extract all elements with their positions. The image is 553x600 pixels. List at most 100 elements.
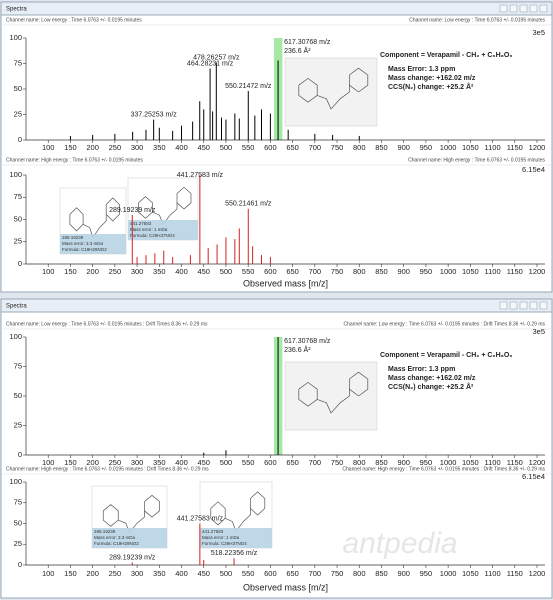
x-tick-label: 1000 bbox=[440, 267, 457, 276]
x-tick-label: 750 bbox=[331, 569, 344, 578]
x-tick-label: 1000 bbox=[440, 143, 457, 152]
x-tick-label: 250 bbox=[109, 267, 122, 276]
x-tick-label: 1000 bbox=[440, 569, 457, 578]
x-tick-label: 1050 bbox=[462, 267, 479, 276]
toolbar-button[interactable] bbox=[519, 4, 528, 13]
x-tick-label: 550 bbox=[242, 569, 255, 578]
x-axis-title: Observed mass [m/z] bbox=[243, 582, 328, 592]
scale-label: 3e5 bbox=[532, 28, 545, 37]
info-line: Mass error: 3.3 mDa bbox=[62, 241, 104, 246]
x-tick-label: 650 bbox=[286, 458, 299, 467]
peak-label: 337.25253 m/z bbox=[130, 111, 177, 118]
x-tick-label: 300 bbox=[131, 569, 144, 578]
header-left: Channel name: High energy : Time 6.0763 … bbox=[6, 466, 209, 472]
toolbar-button[interactable] bbox=[539, 301, 548, 310]
header-right: Channel name: High energy : Time 6.0763 … bbox=[342, 466, 545, 472]
structure-chain bbox=[118, 510, 145, 534]
x-tick-label: 400 bbox=[175, 458, 188, 467]
info-line: 289.19239 bbox=[94, 529, 116, 534]
window-title[interactable]: Spectra bbox=[6, 304, 27, 310]
y-tick-label: 25 bbox=[14, 109, 22, 118]
y-tick-label: 75 bbox=[14, 192, 22, 201]
x-tick-label: 950 bbox=[420, 458, 433, 467]
component-line: CCS(N₂) change: +25.2 Å² bbox=[388, 82, 474, 91]
component-line: Mass change: +162.02 m/z bbox=[388, 375, 476, 382]
x-tick-label: 150 bbox=[64, 569, 77, 578]
x-tick-label: 450 bbox=[197, 569, 210, 578]
header-left: Channel name: High energy : Time 6.0763 … bbox=[6, 157, 143, 163]
toolbar-button[interactable] bbox=[529, 4, 538, 13]
info-line: Formula: C29H37NO4 bbox=[130, 233, 175, 238]
x-tick-label: 800 bbox=[353, 569, 366, 578]
component-line: CCS(N₂) change: +25.2 Å² bbox=[388, 382, 474, 391]
info-line: 441.27583 bbox=[202, 529, 224, 534]
component-line: Mass Error: 1.3 ppm bbox=[388, 66, 455, 73]
x-tick-label: 1100 bbox=[484, 267, 500, 276]
toolbar-button[interactable] bbox=[539, 4, 548, 13]
toolbar-button[interactable] bbox=[499, 4, 508, 13]
toolbar-button[interactable] bbox=[529, 301, 538, 310]
x-tick-label: 850 bbox=[375, 458, 388, 467]
y-tick-label: 25 bbox=[14, 237, 22, 246]
x-tick-label: 100 bbox=[42, 267, 55, 276]
x-tick-label: 850 bbox=[375, 569, 388, 578]
y-tick-label: 50 bbox=[14, 391, 22, 400]
x-tick-label: 350 bbox=[153, 569, 166, 578]
peak-label: 289.19239 m/z bbox=[109, 207, 156, 214]
structure-image bbox=[284, 57, 378, 127]
info-line: Formula: C29H37NO4 bbox=[202, 541, 247, 546]
x-tick-label: 700 bbox=[309, 569, 322, 578]
toolbar-button[interactable] bbox=[509, 4, 518, 13]
x-tick-label: 250 bbox=[109, 143, 122, 152]
toolbar bbox=[0, 1, 553, 16]
x-tick-label: 800 bbox=[353, 458, 366, 467]
y-tick-label: 50 bbox=[14, 518, 22, 527]
x-tick-label: 800 bbox=[353, 143, 366, 152]
x-tick-label: 950 bbox=[420, 569, 433, 578]
toolbar-button[interactable] bbox=[509, 301, 518, 310]
toolbar-button[interactable] bbox=[499, 301, 508, 310]
x-tick-label: 950 bbox=[420, 143, 433, 152]
watermark: antpedia bbox=[342, 527, 457, 560]
y-tick-label: 0 bbox=[18, 135, 22, 144]
x-tick-label: 200 bbox=[86, 458, 99, 467]
peak-label: 550.21472 m/z bbox=[225, 83, 272, 90]
x-tick-label: 850 bbox=[375, 143, 388, 152]
header-right: Channel name: High energy : Time 6.0763 … bbox=[408, 157, 545, 163]
y-tick-label: 25 bbox=[14, 420, 22, 429]
scale-label: 6.15e4 bbox=[522, 472, 545, 481]
x-axis-title: Observed mass [m/z] bbox=[243, 278, 328, 288]
x-tick-label: 150 bbox=[64, 458, 77, 467]
x-tick-label: 900 bbox=[397, 267, 410, 276]
x-tick-label: 700 bbox=[309, 143, 322, 152]
toolbar-button[interactable] bbox=[519, 301, 528, 310]
info-line: Formula: C19H29NO2 bbox=[94, 541, 139, 546]
y-tick-label: 50 bbox=[14, 214, 22, 223]
window-title[interactable]: Spectra bbox=[6, 7, 27, 13]
x-tick-label: 700 bbox=[309, 458, 322, 467]
x-tick-label: 600 bbox=[264, 143, 277, 152]
x-tick-label: 650 bbox=[286, 267, 299, 276]
x-tick-label: 550 bbox=[242, 267, 255, 276]
x-tick-label: 750 bbox=[331, 143, 344, 152]
peak-label: 464.28231 m/z bbox=[187, 60, 234, 67]
y-tick-label: 0 bbox=[18, 560, 22, 569]
x-tick-label: 550 bbox=[242, 143, 255, 152]
x-tick-label: 450 bbox=[197, 267, 210, 276]
peak-label: 617.30768 m/z bbox=[284, 39, 331, 46]
structure-chain bbox=[225, 508, 251, 533]
x-tick-label: 400 bbox=[175, 143, 188, 152]
x-tick-label: 400 bbox=[175, 267, 188, 276]
x-tick-label: 1100 bbox=[484, 569, 500, 578]
header-left: Channel name: Low energy : Time 6.0763 +… bbox=[6, 321, 208, 327]
x-tick-label: 600 bbox=[264, 458, 277, 467]
x-tick-label: 250 bbox=[109, 569, 122, 578]
y-tick-label: 100 bbox=[9, 477, 22, 486]
header-left: Channel name: Low energy : Time 6.0763 +… bbox=[6, 17, 142, 23]
x-tick-label: 150 bbox=[64, 267, 77, 276]
peak-label: 518.22356 m/z bbox=[211, 550, 258, 557]
x-tick-label: 1000 bbox=[440, 458, 457, 467]
x-tick-label: 900 bbox=[397, 143, 410, 152]
structure-chain bbox=[317, 85, 350, 110]
